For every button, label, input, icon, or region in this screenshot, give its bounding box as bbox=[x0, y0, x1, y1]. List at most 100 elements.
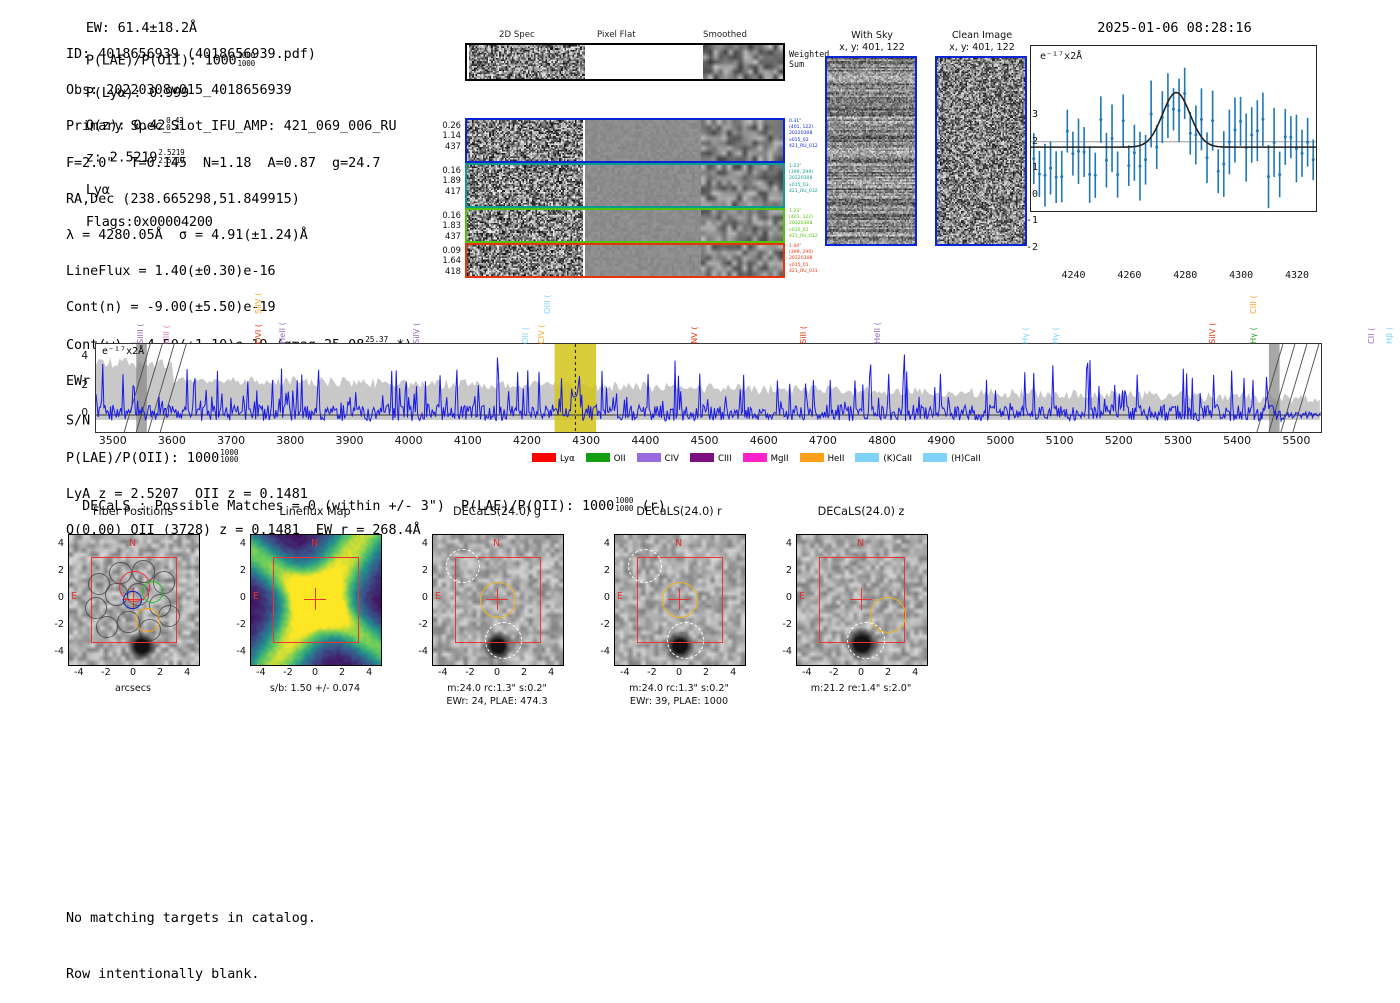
cutout-title: Clean Image x, y: 401, 122 bbox=[935, 30, 1029, 54]
cutout-caption-line2: EWr: 24, PLAE: 474.3 bbox=[446, 696, 548, 707]
compass-east: E bbox=[71, 591, 78, 602]
bottom-line-1: No matching targets in catalog. bbox=[66, 911, 316, 927]
cutout-ytick: -2 bbox=[600, 619, 610, 631]
decals-header-post: (r) bbox=[641, 498, 666, 514]
spec2d-row-stat: 1.64 bbox=[442, 255, 461, 266]
fit-xtick: 4240 bbox=[1061, 270, 1086, 281]
spec2d-row-meta: 1.44" (399, 290) 20220308 v015_01 421_RU_031 bbox=[789, 244, 818, 275]
spec2d-row-meta-line: 20220308 bbox=[789, 131, 813, 137]
spectrum-xtick: 3800 bbox=[276, 434, 305, 447]
spectrum-line-label: NV ( bbox=[688, 326, 699, 344]
bottom-notes: No matching targets in catalog. Row inte… bbox=[66, 873, 316, 1003]
spec2d-cell-pixelflat bbox=[585, 165, 701, 206]
cutout-xtick: 4 bbox=[184, 667, 191, 678]
header-ew: EW: 61.4±18.2Å bbox=[85, 20, 197, 36]
spec2d-cell-pixelflat bbox=[585, 245, 701, 276]
spectrum-line-label: SiII ( bbox=[798, 325, 809, 344]
bottom-line-2: Row intentionally blank. bbox=[66, 966, 260, 982]
info-id: ID: 4018656939 (4018656939.pdf) bbox=[66, 47, 316, 63]
cutout-ytick: 4 bbox=[57, 537, 64, 549]
spec2d-cell-smoothed bbox=[701, 245, 783, 276]
spec2d-row-meta-line: 421_RU_012 bbox=[789, 143, 818, 149]
cutout-ytick: 2 bbox=[239, 564, 246, 576]
aperture-circle bbox=[480, 582, 516, 618]
catalog-object-circle bbox=[484, 622, 523, 660]
spectrum-xtick: 4900 bbox=[927, 434, 956, 447]
cutout-clean-image bbox=[935, 56, 1027, 246]
cutout-xtick: -2 bbox=[101, 667, 111, 678]
spec2d-row-meta-line: (401, 122) bbox=[789, 125, 814, 131]
cutout-coords: x, y: 401, 122 bbox=[839, 42, 905, 53]
legend-label: CIII bbox=[718, 454, 732, 464]
cutout-xtick: -2 bbox=[465, 667, 475, 678]
center-crosshair bbox=[861, 588, 862, 610]
cutout-xtick: -4 bbox=[438, 667, 448, 678]
spec2d-row-stat: 0.16 bbox=[442, 165, 461, 175]
spectrum-line-label: HeII ( bbox=[277, 322, 288, 344]
info-plae: P(LAE)/P(OII): 10001000 1000 bbox=[66, 448, 421, 468]
legend-swatch bbox=[742, 453, 767, 462]
fit-ytick: 3 bbox=[1031, 108, 1038, 120]
header-plae-frac-top: 1000 bbox=[237, 51, 256, 60]
info-cont-n: Cont(n) = -9.00(±5.50)e-19 bbox=[66, 300, 276, 316]
info-plae-pre: P(LAE)/P(OII): 1000 bbox=[66, 450, 220, 466]
legend-item: CIII bbox=[690, 453, 732, 464]
legend-swatch bbox=[799, 453, 824, 462]
spectrum-xtick: 3600 bbox=[157, 434, 186, 447]
spec2d-row-meta-line: 421_RU_012 bbox=[789, 233, 818, 239]
legend-item: CIV bbox=[636, 453, 679, 464]
cutout-caption-line1: m:24.0 rc:1.3" s:0.2" bbox=[629, 683, 729, 694]
spec2d-row bbox=[465, 243, 785, 278]
spectrum-line-label: Hγ ( bbox=[1049, 327, 1060, 344]
spec2d-row-meta-line: 1.23" bbox=[789, 209, 802, 214]
spec2d-row-meta-line: v015_02 bbox=[789, 137, 809, 143]
spec2d-row-stat: 0.16 bbox=[442, 210, 461, 220]
cutout-image-lineflux-map[interactable] bbox=[250, 534, 382, 666]
highlight-fiber-circle bbox=[135, 608, 160, 633]
spectrum-ytick: 4 bbox=[81, 350, 88, 363]
header-summary-line: EW: 61.4±18.2Å P(LAE)/P(OII): 10001000 10… bbox=[70, 4, 255, 230]
header-z-frac-top: 2.5219 bbox=[158, 148, 185, 158]
info-seeing: F=2.0" T=0.145 N=1.18 A=0.87 g=24.7 bbox=[66, 155, 381, 171]
spec2d-row-stat: 1.83 bbox=[442, 220, 461, 231]
spectrum-line-label: OIII ( bbox=[541, 294, 552, 315]
legend-label: OII bbox=[613, 454, 626, 464]
spec2d-row-stat: 1.14 bbox=[442, 130, 461, 141]
highlight-fiber-circle bbox=[123, 590, 143, 610]
header-redshift: z: 2.5219 bbox=[85, 149, 158, 166]
cutout-caption: arcsecs bbox=[36, 682, 230, 695]
spec2d-cell-pixelflat bbox=[585, 210, 701, 241]
spec2d-row-stat: 417 bbox=[445, 185, 461, 196]
cutout-title-text: Clean Image bbox=[951, 30, 1013, 41]
cutout-xtick: -4 bbox=[74, 667, 84, 678]
top-cutouts: With Sky x, y: 401, 122 Clean Image x, y: 4… bbox=[815, 30, 1030, 255]
spec2d-cell-2dspec bbox=[467, 165, 583, 206]
aperture-circle bbox=[662, 582, 698, 618]
catalog-object-circle bbox=[445, 548, 481, 584]
cutout-panel-title: DECaLS(24.0) r bbox=[636, 505, 722, 518]
spec2d-row-stats: 0.16 1.89 417 bbox=[425, 165, 461, 196]
fiber-circle bbox=[84, 596, 108, 620]
legend-swatch bbox=[585, 453, 610, 462]
cutout-ytick: 0 bbox=[239, 592, 246, 603]
legend-label: (K)CaII bbox=[883, 454, 913, 464]
catalog-object-circle bbox=[666, 622, 705, 660]
cutout-xtick: 2 bbox=[703, 667, 710, 678]
cutout-caption-line1: arcsecs bbox=[114, 683, 152, 694]
cutout-caption-line1: m:21.2 re:1.4" s:2.0" bbox=[810, 683, 912, 694]
compass-east: E bbox=[253, 591, 260, 602]
spec2d-cell-pixelflat bbox=[585, 120, 701, 161]
spec2d-cell-pixelflat bbox=[585, 45, 703, 79]
decals-plae-top: 1000 bbox=[615, 496, 634, 505]
cutout-title: With Sky x, y: 401, 122 bbox=[825, 30, 919, 54]
fit-xtick: 4320 bbox=[1285, 270, 1310, 281]
compass-east: E bbox=[799, 591, 806, 602]
cutout-ytick: 0 bbox=[603, 592, 610, 603]
aperture-circle bbox=[869, 596, 906, 633]
spec2d-row-meta-line: 1.23" bbox=[789, 164, 802, 169]
compass-east: E bbox=[617, 591, 624, 602]
fit-ytick: 0 bbox=[1031, 188, 1038, 200]
cutout-ytick: -4 bbox=[418, 646, 428, 658]
legend-label: MgII bbox=[770, 454, 789, 464]
spec2d-cell-2dspec bbox=[467, 120, 583, 161]
